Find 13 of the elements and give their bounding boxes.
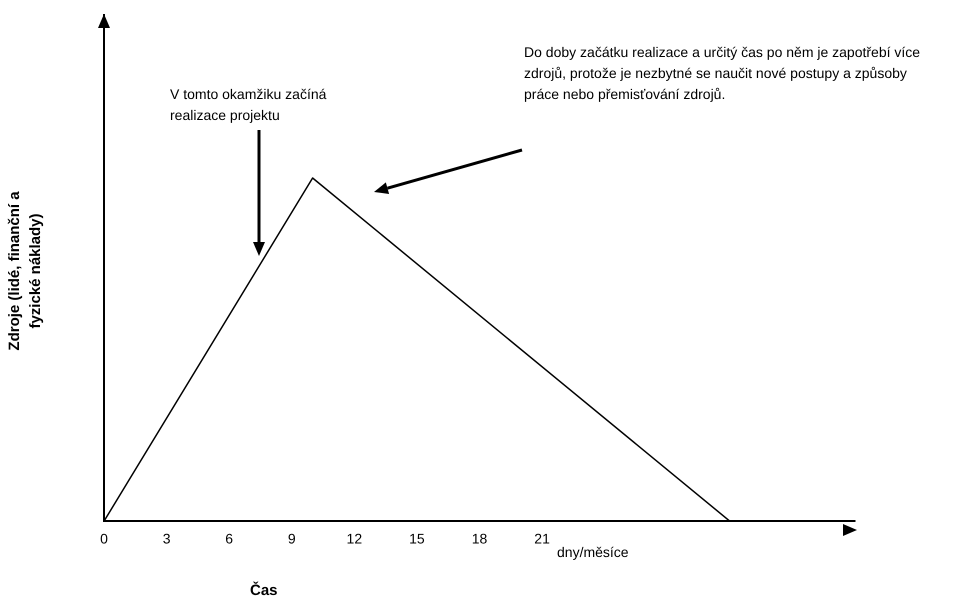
text: V tomto okamžiku začíná realizace projektu: [170, 85, 328, 125]
x-axis-title: Čas: [250, 580, 278, 601]
x-tick-label: 21: [534, 530, 550, 546]
x-tick-label: 3: [162, 530, 171, 546]
text: Do doby začátku realizace a určitý čas po něm je zapotřebí více zdrojů, protože je nezbytné se naučit nové postupy a způsoby práce nebo přemisťování zdrojů.: [524, 43, 922, 104]
x-tick-label: 12: [346, 530, 362, 546]
x-tick-label: 0: [100, 530, 108, 546]
x-tick-label: 18: [472, 530, 488, 546]
text: dny/měsíce: [557, 543, 629, 562]
x-tick-label: 9: [288, 530, 296, 546]
x-tick-label: 15: [409, 530, 425, 546]
x-tick-label: 6: [225, 530, 234, 546]
y-axis-title: Zdroje (lidé, finanční a fyzické náklady): [5, 190, 45, 353]
